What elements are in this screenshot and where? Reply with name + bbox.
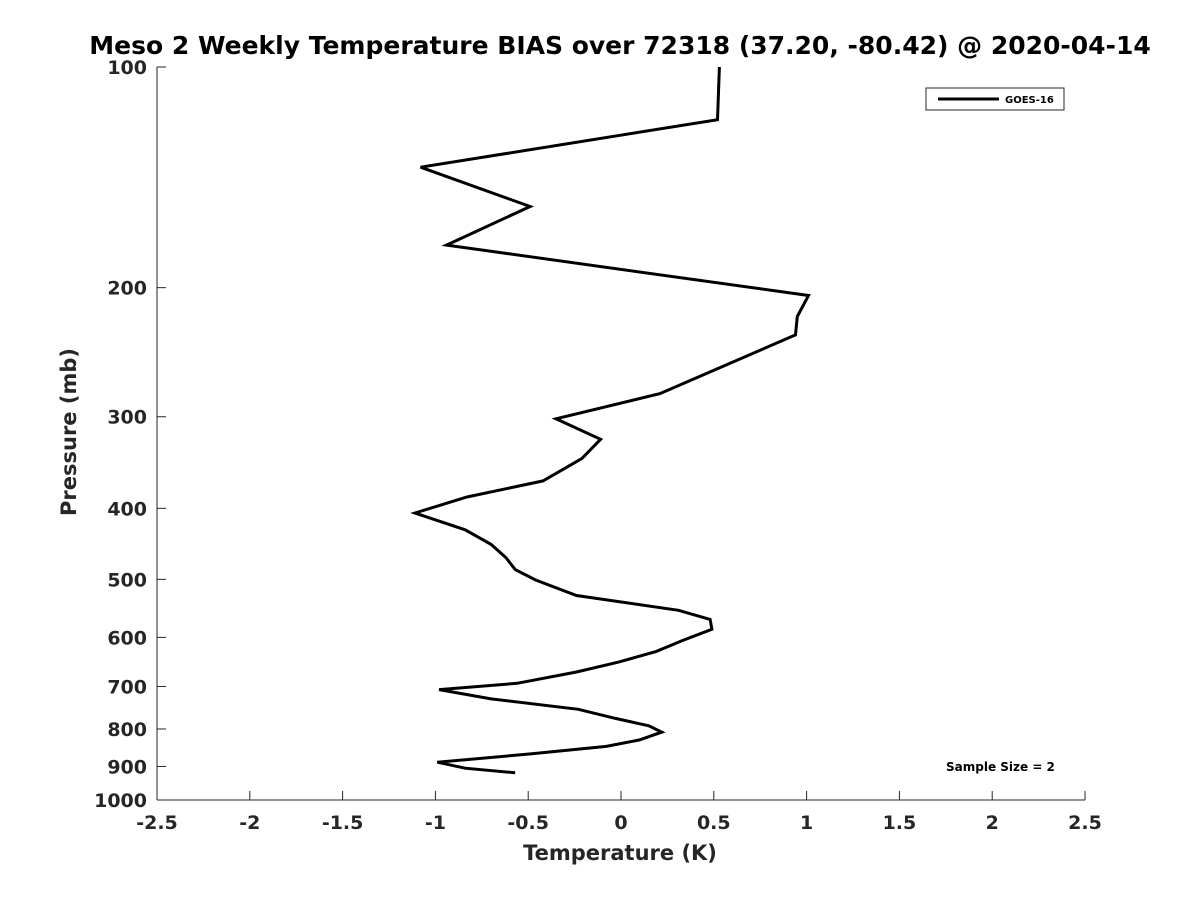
- series-line-goes-16: [410, 66, 811, 775]
- y-tick-label: 800: [107, 719, 147, 741]
- y-tick-label: 100: [107, 57, 147, 79]
- y-axis-ticks: 100 200 300 400 500 600 700 800 900 1000: [94, 57, 166, 812]
- y-axis-label: Pressure (mb): [57, 348, 81, 516]
- y-tick-label: 700: [107, 676, 147, 698]
- y-tick-label: 500: [107, 569, 147, 591]
- legend-label-goes-16: GOES-16: [1005, 95, 1054, 106]
- y-tick-label: 400: [107, 498, 147, 520]
- x-tick-label: -2.5: [136, 812, 178, 834]
- x-axis-label: Temperature (K): [523, 841, 717, 865]
- x-tick-label: 1.5: [883, 812, 917, 834]
- x-axis-ticks: -2.5 -2 -1.5 -1 -0.5 0 0.5 1 1.5 2 2.5: [136, 791, 1102, 834]
- y-tick-label: 1000: [94, 790, 147, 812]
- y-tick-label: 200: [107, 278, 147, 300]
- x-tick-label: -0.5: [507, 812, 549, 834]
- series-layer: [410, 66, 811, 775]
- legend: GOES-16: [925, 87, 1065, 111]
- x-tick-label: -1: [425, 812, 446, 834]
- y-tick-label: 600: [107, 627, 147, 649]
- x-tick-label: -2: [239, 812, 260, 834]
- x-tick-label: -1.5: [322, 812, 364, 834]
- x-tick-label: 2: [986, 812, 999, 834]
- x-tick-label: 1: [800, 812, 813, 834]
- y-tick-label: 300: [107, 407, 147, 429]
- chart-title: Meso 2 Weekly Temperature BIAS over 7231…: [89, 31, 1150, 60]
- x-tick-label: 0: [614, 812, 627, 834]
- x-tick-label: 0.5: [697, 812, 731, 834]
- x-tick-label: 2.5: [1068, 812, 1102, 834]
- y-tick-label: 900: [107, 756, 147, 778]
- sample-size-annotation: Sample Size = 2: [946, 760, 1055, 774]
